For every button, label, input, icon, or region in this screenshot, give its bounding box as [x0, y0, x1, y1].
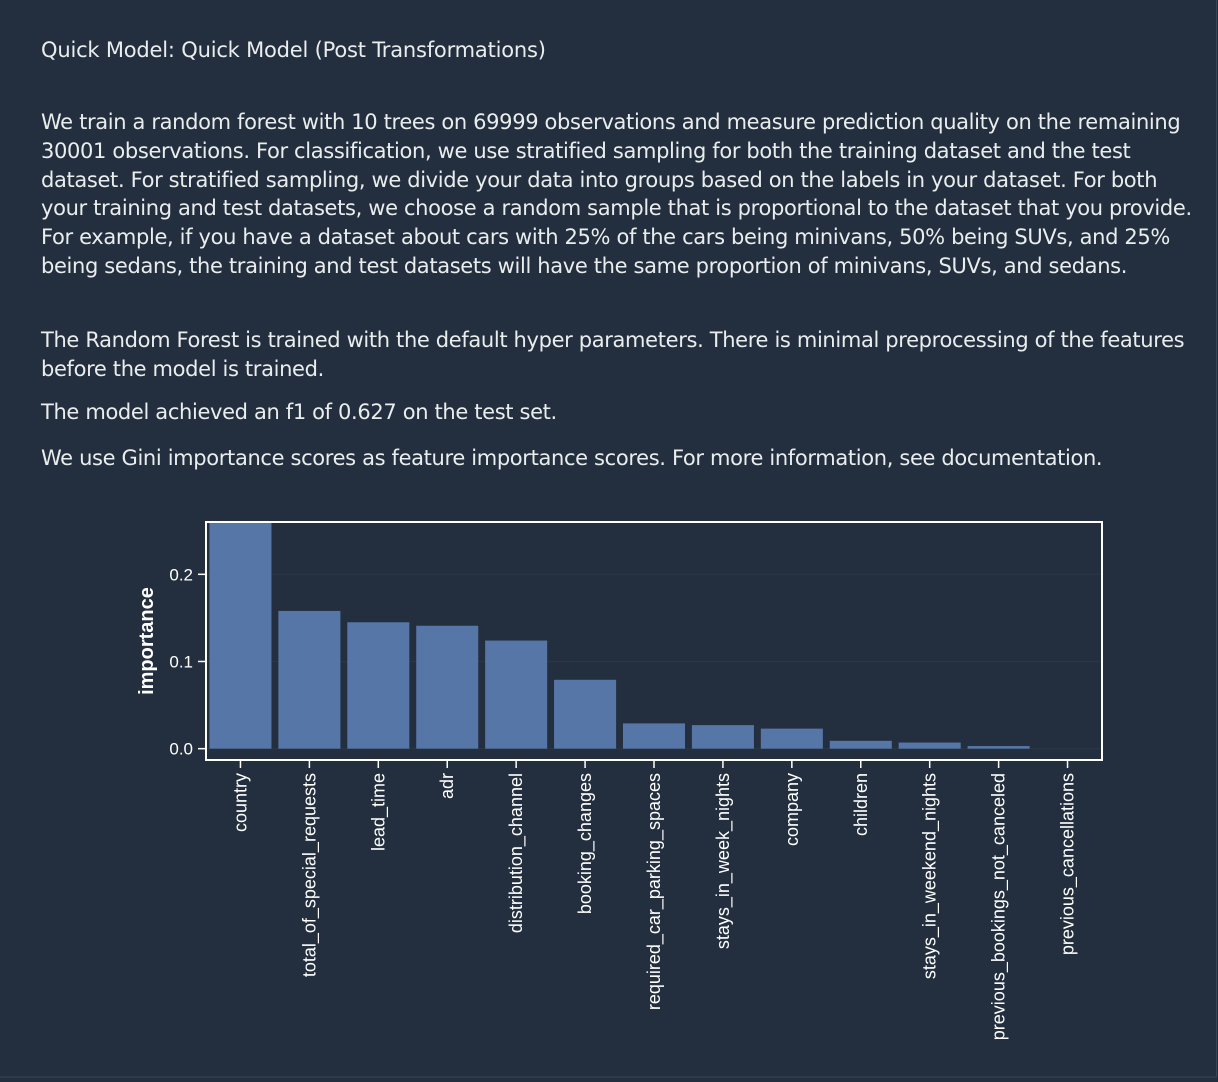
x-tick-label: company [782, 773, 802, 846]
y-axis-label: importance [136, 587, 158, 695]
bar-country[interactable] [209, 522, 272, 749]
x-tick-label: children [851, 773, 871, 836]
x-tick-label: country [230, 773, 250, 832]
description-paragraph-gini: We use Gini importance scores as feature… [41, 446, 1103, 470]
x-tick-label: distribution_channel [506, 773, 527, 933]
description-paragraph-hyperparameters: The Random Forest is trained with the de… [41, 328, 1185, 381]
bar-lead-time[interactable] [347, 622, 410, 749]
page-title: Quick Model: Quick Model (Post Transform… [41, 38, 546, 62]
description-paragraph-f1-score: The model achieved an f1 of 0.627 on the… [41, 400, 557, 424]
bar-required-car-parking-spaces[interactable] [622, 723, 686, 749]
bar-previous-bookings-not-canceled[interactable] [967, 746, 1030, 749]
x-tick-label: stays_in_weekend_nights [920, 773, 941, 979]
bar-children[interactable] [829, 740, 892, 749]
bar-booking-changes[interactable] [554, 679, 617, 749]
x-tick-label: previous_cancellations [1058, 773, 1079, 955]
x-tick-label: lead_time [368, 773, 389, 851]
chart-bars [209, 522, 1030, 749]
bar-stays-in-week-nights[interactable] [691, 725, 754, 749]
x-tick-label: required_car_parking_spaces [644, 773, 665, 1010]
x-tick-label: previous_bookings_not_canceled [989, 773, 1010, 1040]
x-tick-label: total_of_special_requests [299, 773, 320, 977]
x-axis: country total_of_special_requests lead_tim… [230, 760, 1079, 1040]
description-paragraph-sampling: We train a random forest with 10 trees o… [41, 110, 1192, 278]
bar-distribution-channel[interactable] [485, 640, 548, 749]
bar-total-of-special-requests[interactable] [278, 610, 341, 749]
x-tick-label: stays_in_week_nights [713, 773, 734, 949]
x-tick-label: adr [437, 773, 457, 799]
x-tick-label: booking_changes [575, 773, 596, 914]
y-tick-label: 0.0 [169, 740, 193, 759]
y-axis: 0.0 0.1 0.2 [169, 565, 206, 759]
y-tick-label: 0.1 [169, 652, 193, 671]
bar-adr[interactable] [416, 625, 479, 749]
bar-stays-in-weekend-nights[interactable] [898, 742, 961, 749]
y-tick-label: 0.2 [169, 565, 193, 584]
bar-company[interactable] [760, 728, 823, 749]
